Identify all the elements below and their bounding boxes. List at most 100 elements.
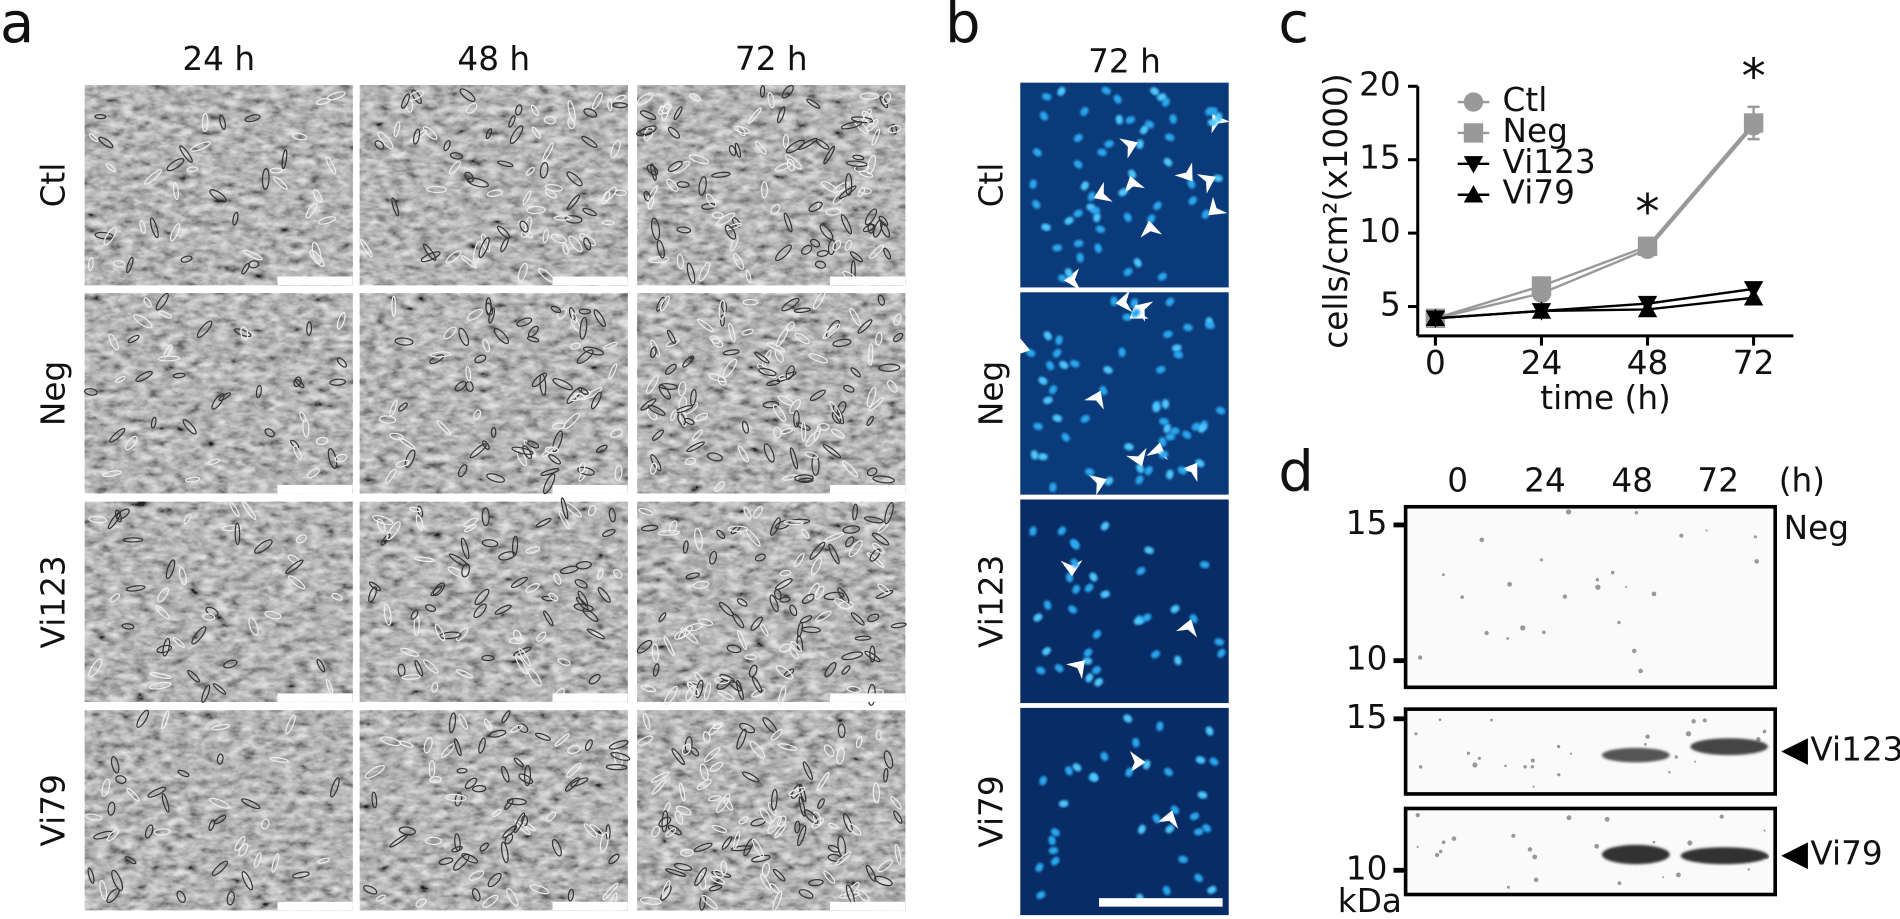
nucleus — [1087, 191, 1096, 202]
cell — [429, 776, 442, 783]
cell — [682, 355, 695, 368]
cell — [583, 108, 598, 118]
cell — [509, 637, 525, 645]
cell — [711, 824, 728, 833]
cell — [804, 451, 819, 459]
cell — [334, 453, 348, 463]
cell — [640, 398, 657, 411]
nucleus — [1177, 466, 1187, 475]
y-tick-label: 10 — [1359, 212, 1401, 250]
cell — [94, 231, 114, 240]
cell — [817, 200, 824, 212]
cell — [292, 132, 308, 141]
cell — [645, 374, 659, 395]
scale-bar — [552, 484, 628, 494]
cell — [659, 295, 670, 312]
scale-bar — [552, 276, 628, 286]
speck — [1595, 584, 1601, 590]
arrowhead — [1129, 751, 1146, 773]
speck — [1679, 533, 1684, 538]
cell — [309, 249, 325, 268]
cell — [472, 784, 487, 793]
nucleus — [1205, 106, 1214, 116]
nucleus — [1082, 657, 1093, 665]
cell — [465, 381, 474, 392]
cell — [488, 729, 507, 738]
cell — [109, 593, 121, 603]
cell — [127, 334, 140, 344]
cell — [770, 203, 781, 215]
nucleus — [1041, 93, 1052, 101]
arrowhead — [1088, 474, 1107, 496]
micrograph-texture — [637, 85, 906, 286]
cell — [597, 587, 611, 603]
cell — [360, 238, 373, 258]
cell — [458, 327, 470, 347]
cell — [703, 747, 721, 763]
cell — [589, 824, 604, 836]
cell — [474, 588, 490, 606]
cell — [568, 235, 583, 253]
cell — [520, 228, 531, 238]
cell — [500, 841, 509, 864]
cell — [696, 779, 712, 791]
nucleus — [1042, 647, 1051, 656]
micrograph-texture — [84, 293, 353, 494]
nucleus — [1083, 648, 1093, 658]
nucleus — [1048, 835, 1056, 846]
cell — [844, 239, 853, 251]
nucleus — [1064, 216, 1074, 225]
cell — [864, 650, 881, 663]
speck — [1753, 535, 1757, 539]
nucleus — [1173, 351, 1184, 359]
cell — [577, 466, 595, 476]
cell — [775, 665, 794, 680]
cell — [640, 524, 659, 532]
cell — [542, 473, 556, 495]
cell — [539, 162, 549, 179]
cell — [800, 528, 810, 539]
cell — [646, 164, 659, 176]
cell — [648, 256, 670, 264]
lane-label: 0 — [1447, 462, 1468, 500]
cell — [891, 123, 898, 135]
cell — [116, 508, 130, 520]
cell — [518, 647, 531, 667]
cell — [816, 249, 829, 257]
speck — [1687, 840, 1693, 846]
cell — [650, 462, 658, 475]
nucleus — [1215, 112, 1223, 123]
nucleus — [1036, 891, 1046, 900]
cell — [364, 764, 385, 779]
cell — [793, 410, 800, 428]
cell — [671, 748, 686, 766]
cell — [810, 557, 823, 576]
cell — [423, 659, 439, 674]
cell — [312, 189, 323, 203]
cell — [445, 250, 462, 264]
cell — [201, 112, 209, 132]
nucleus — [1163, 423, 1171, 434]
cell — [110, 756, 120, 774]
cell — [216, 753, 224, 765]
cell — [544, 183, 563, 192]
cell — [827, 853, 842, 862]
cell — [443, 140, 451, 152]
cell — [728, 145, 737, 156]
cell — [124, 856, 137, 865]
nucleus — [1026, 348, 1036, 357]
cell — [423, 736, 433, 754]
cell — [240, 326, 249, 341]
cell — [696, 318, 715, 333]
cell — [285, 714, 296, 735]
cell — [869, 548, 881, 562]
cell — [445, 793, 467, 802]
speck — [1604, 816, 1610, 822]
nucleus — [1169, 114, 1177, 124]
cell — [241, 262, 250, 275]
nucleus — [1113, 94, 1122, 104]
nucleus — [1156, 365, 1166, 374]
nucleus — [1118, 347, 1126, 358]
cell — [316, 658, 326, 673]
